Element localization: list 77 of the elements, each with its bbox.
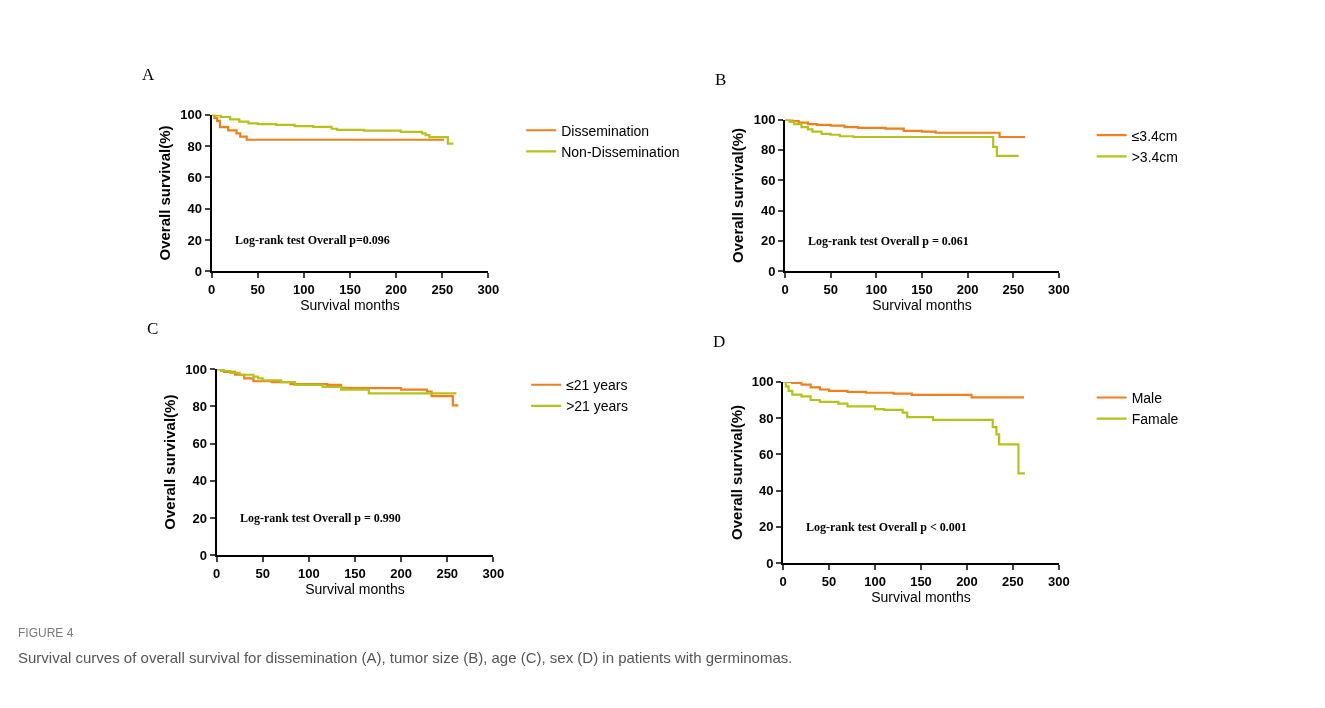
y-tick-label: 60 — [187, 169, 203, 185]
x-tick-label: 200 — [390, 565, 412, 581]
y-tick-label: 40 — [760, 203, 776, 219]
x-tick-label: 150 — [910, 573, 932, 589]
y-tick-label: 60 — [192, 436, 207, 452]
y-tick-label: 100 — [753, 112, 776, 128]
x-tick-label: 150 — [911, 281, 933, 297]
x-axis-title: Survival months — [871, 588, 971, 605]
x-tick-label: 300 — [1048, 573, 1070, 589]
x-tick-label: 300 — [482, 565, 505, 581]
x-tick-label: 250 — [1002, 281, 1025, 297]
chart-title: D — [713, 332, 726, 351]
y-tick-label: 80 — [759, 410, 774, 426]
y-tick-label: 0 — [766, 555, 774, 571]
y-tick-label: 100 — [185, 361, 207, 377]
x-tick-label: 200 — [956, 281, 979, 297]
x-tick-label: 100 — [293, 281, 315, 297]
x-tick-label: 0 — [779, 573, 787, 589]
x-tick-label: 250 — [436, 565, 459, 581]
annotation: Log-rank test Overall p = 0.990 — [240, 511, 401, 525]
y-tick-label: 40 — [192, 473, 207, 489]
y-axis-title: Overall survival(%) — [729, 127, 747, 263]
y-tick-label: 20 — [192, 510, 207, 526]
caption: FIGURE 4 — [18, 626, 74, 640]
x-tick-label: 50 — [823, 281, 838, 297]
y-tick-label: 0 — [768, 263, 776, 279]
chart-title: A — [142, 65, 155, 84]
y-tick-label: 0 — [199, 547, 207, 563]
y-tick-label: 80 — [192, 398, 207, 414]
x-tick-label: 200 — [956, 573, 978, 589]
annotation: Log-rank test Overall p=0.096 — [235, 233, 390, 247]
chart-title: C — [147, 319, 159, 338]
x-tick-label: 300 — [1048, 281, 1070, 297]
annotation: Log-rank test Overall p = 0.061 — [808, 234, 969, 248]
x-tick-label: 0 — [781, 281, 789, 297]
x-tick-label: 250 — [431, 281, 454, 297]
y-tick-label: 40 — [187, 201, 203, 217]
x-tick-label: 300 — [477, 281, 500, 297]
x-tick-label: 100 — [864, 573, 886, 589]
y-tick-label: 20 — [759, 519, 774, 535]
legend-label: >21 years — [566, 398, 629, 415]
y-tick-label: 80 — [760, 142, 776, 158]
x-tick-label: 50 — [255, 565, 270, 581]
x-tick-label: 50 — [821, 573, 837, 589]
legend-label: Dissemination — [561, 122, 650, 139]
y-tick-label: 20 — [187, 232, 203, 248]
y-tick-label: 60 — [760, 172, 776, 188]
y-tick-label: 100 — [180, 107, 203, 123]
y-axis-title: Overall survival(%) — [156, 125, 174, 261]
legend-label: Non-Dissemination — [561, 143, 680, 160]
legend-label: ≤3.4cm — [1131, 127, 1178, 144]
x-tick-label: 0 — [212, 565, 221, 581]
x-tick-label: 250 — [1002, 573, 1024, 589]
x-axis-title: Survival months — [872, 296, 972, 313]
y-tick-label: 40 — [759, 483, 774, 499]
x-tick-label: 100 — [297, 565, 320, 581]
y-tick-label: 20 — [760, 233, 776, 249]
x-tick-label: 200 — [385, 281, 408, 297]
y-tick-label: 60 — [759, 446, 774, 462]
legend-label: Famale — [1131, 411, 1179, 428]
text: Survival curves of overall survival for dissemination (A), tumor size (B), age (C), sex (D) in patients with germinomas. — [18, 649, 793, 666]
x-tick-label: 150 — [339, 281, 361, 297]
x-axis-title: Survival months — [300, 296, 400, 313]
y-tick-label: 80 — [187, 138, 203, 154]
legend-label: >3.4cm — [1131, 148, 1178, 165]
x-axis-title: Survival months — [305, 580, 405, 597]
y-tick-label: 0 — [194, 263, 203, 279]
annotation: Log-rank test Overall p < 0.001 — [806, 520, 967, 534]
y-axis-title: Overall survival(%) — [161, 394, 179, 530]
x-tick-label: 150 — [344, 565, 366, 581]
x-tick-label: 100 — [865, 281, 888, 297]
chart-title: B — [715, 70, 727, 89]
legend-label: Male — [1131, 389, 1163, 406]
y-tick-label: 100 — [751, 374, 774, 390]
legend-label: ≤21 years — [566, 377, 628, 394]
y-axis-title: Overall survival(%) — [727, 404, 745, 540]
x-tick-label: 50 — [250, 281, 265, 297]
